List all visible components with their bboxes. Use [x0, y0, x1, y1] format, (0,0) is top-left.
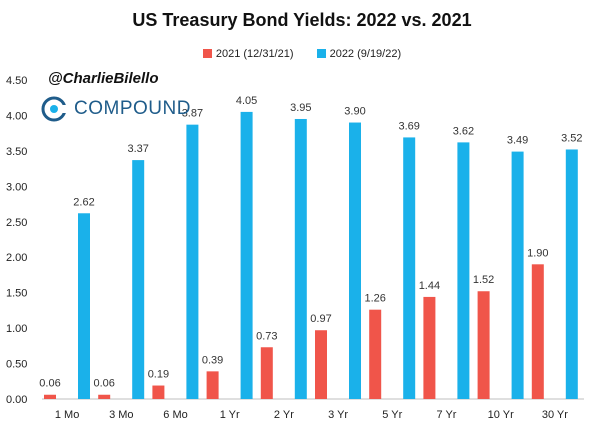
- bar-2022: [78, 213, 90, 399]
- x-tick-label: 3 Yr: [328, 409, 348, 421]
- bar-2022: [186, 124, 199, 399]
- data-label-2021: 0.39: [202, 354, 223, 366]
- x-tick-label: 10 Yr: [488, 409, 514, 421]
- x-tick-label: 3 Mo: [109, 409, 133, 421]
- compound-logo: COMPOUND: [40, 95, 191, 123]
- data-label-2022: 3.49: [507, 135, 528, 147]
- y-tick-label: 2.50: [6, 217, 27, 229]
- compound-logo-icon: [41, 96, 68, 122]
- x-tick-label: 6 Mo: [163, 409, 187, 421]
- x-tick-label: 30 Yr: [542, 409, 568, 421]
- bar-2022: [403, 137, 416, 400]
- data-label-2022: 3.87: [182, 108, 203, 120]
- data-label-2022: 4.05: [236, 95, 257, 107]
- x-tick-label: 2 Yr: [274, 409, 294, 421]
- x-tick-label: 7 Yr: [437, 409, 457, 421]
- data-label-2021: 0.19: [148, 369, 169, 381]
- bar-2022: [294, 118, 307, 399]
- legend-label-2021: 2021 (12/31/21): [215, 48, 294, 60]
- data-label-2022: 3.37: [127, 143, 148, 155]
- chart-title: US Treasury Bond Yields: 2022 vs. 2021: [132, 10, 472, 30]
- data-label-2021: 0.97: [310, 313, 331, 325]
- chart-legend: 2021 (12/31/21) 2022 (9/19/22): [0, 48, 604, 60]
- data-label-2021: 1.52: [473, 274, 494, 286]
- data-label-2022: 3.95: [290, 102, 311, 114]
- data-label-2022: 3.62: [453, 125, 474, 137]
- x-tick-label: 5 Yr: [382, 409, 402, 421]
- y-tick-label: 3.00: [6, 181, 27, 193]
- data-label-2022: 2.62: [73, 196, 94, 208]
- bar-2021: [98, 394, 111, 399]
- y-tick-label: 2.00: [6, 252, 27, 264]
- legend-item-2022: 2022 (9/19/22): [316, 48, 402, 60]
- bar-2022: [132, 160, 145, 399]
- bar-2021: [369, 309, 382, 399]
- y-tick-label: 0.50: [6, 359, 27, 371]
- bar-2021: [477, 291, 490, 399]
- data-label-2022: 3.69: [398, 120, 419, 132]
- bar-2021: [531, 264, 544, 399]
- data-label-2021: 1.90: [527, 247, 548, 259]
- bar-2021: [423, 296, 436, 399]
- author-handle: @CharlieBilello: [48, 70, 159, 87]
- legend-label-2022: 2022 (9/19/22): [329, 48, 402, 60]
- y-tick-label: 1.50: [6, 288, 27, 300]
- data-label-2022: 3.52: [561, 132, 582, 144]
- bar-2021: [206, 371, 219, 399]
- y-tick-label: 0.00: [6, 394, 27, 406]
- bar-2021: [152, 385, 165, 399]
- y-tick-label: 1.00: [6, 323, 27, 335]
- logo-wordmark: COMPOUND: [74, 98, 191, 119]
- bar-2021: [315, 330, 327, 399]
- data-label-2021: 0.73: [256, 330, 277, 342]
- bar-2022: [240, 111, 253, 400]
- bar-2022: [565, 149, 578, 399]
- data-label-2021: 0.06: [39, 378, 60, 390]
- x-tick-label: 1 Mo: [55, 409, 79, 421]
- x-tick-label: 1 Yr: [220, 409, 240, 421]
- legend-swatch-2021: [202, 49, 212, 58]
- data-label-2021: 0.06: [93, 378, 114, 390]
- legend-item-2021: 2021 (12/31/21): [202, 48, 294, 60]
- legend-swatch-2022: [316, 49, 326, 58]
- bar-2022: [349, 122, 361, 400]
- data-label-2021: 1.26: [364, 293, 385, 305]
- y-tick-label: 4.50: [6, 75, 27, 87]
- bar-2021: [260, 347, 273, 399]
- bar-2022: [511, 151, 524, 399]
- y-tick-label: 3.50: [6, 146, 27, 158]
- bar-2021: [44, 394, 56, 399]
- bar-2022: [457, 142, 470, 400]
- data-label-2021: 1.44: [419, 280, 440, 292]
- data-label-2022: 3.90: [344, 106, 365, 118]
- y-tick-label: 4.00: [6, 110, 27, 122]
